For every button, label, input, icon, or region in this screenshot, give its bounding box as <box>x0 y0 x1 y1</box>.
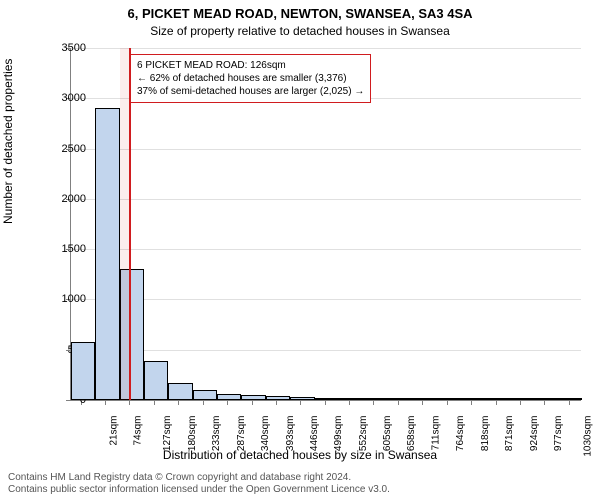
histogram-bar <box>461 398 485 400</box>
histogram-bar <box>388 398 412 400</box>
y-tick-label: 3000 <box>46 92 86 104</box>
histogram-bar <box>266 396 290 400</box>
x-tick-label: 658sqm <box>406 416 417 452</box>
histogram-bar <box>363 398 387 400</box>
histogram-bar <box>558 398 582 400</box>
x-tick-mark <box>300 400 301 405</box>
x-tick-mark <box>349 400 350 405</box>
x-tick-label: 552sqm <box>358 416 369 452</box>
histogram-bar <box>534 398 558 400</box>
x-tick-label: 711sqm <box>430 416 441 451</box>
x-tick-mark <box>203 400 204 405</box>
gridline <box>71 350 581 351</box>
gridline <box>71 249 581 250</box>
gridline <box>71 199 581 200</box>
attribution-text: Contains HM Land Registry data © Crown c… <box>8 472 390 496</box>
x-tick-label: 340sqm <box>260 416 271 452</box>
histogram-bar <box>144 361 168 400</box>
x-tick-label: 605sqm <box>382 416 393 452</box>
x-tick-label: 1030sqm <box>583 416 594 457</box>
y-tick-label: 1500 <box>46 243 86 255</box>
x-tick-mark <box>373 400 374 405</box>
histogram-bar <box>485 398 509 400</box>
x-tick-label: 287sqm <box>236 416 247 452</box>
histogram-bar <box>95 108 119 400</box>
histogram-bar <box>339 398 363 400</box>
x-tick-label: 818sqm <box>480 416 491 452</box>
x-tick-label: 74sqm <box>133 416 144 446</box>
annotation-line-1: 6 PICKET MEAD ROAD: 126sqm <box>137 59 364 72</box>
x-tick-label: 233sqm <box>211 416 222 452</box>
x-tick-mark <box>520 400 521 405</box>
x-tick-label: 393sqm <box>285 416 296 452</box>
histogram-bar <box>412 398 436 400</box>
x-tick-mark <box>447 400 448 405</box>
histogram-bar <box>193 390 217 400</box>
x-tick-mark <box>471 400 472 405</box>
x-tick-label: 446sqm <box>309 416 320 452</box>
x-tick-label: 764sqm <box>455 416 466 452</box>
histogram-bar <box>509 398 533 400</box>
x-tick-label: 127sqm <box>162 416 173 452</box>
x-tick-mark <box>422 400 423 405</box>
x-tick-label: 21sqm <box>108 416 119 446</box>
highlight-fill <box>120 48 129 400</box>
x-tick-mark <box>227 400 228 405</box>
chart-container: 6, PICKET MEAD ROAD, NEWTON, SWANSEA, SA… <box>0 0 600 500</box>
x-tick-mark <box>544 400 545 405</box>
attribution-line-2: Contains public sector information licen… <box>8 484 390 496</box>
x-tick-mark <box>154 400 155 405</box>
x-tick-label: 924sqm <box>529 416 540 452</box>
x-tick-mark <box>252 400 253 405</box>
x-tick-mark <box>496 400 497 405</box>
x-tick-label: 499sqm <box>333 416 344 452</box>
x-tick-mark <box>129 400 130 405</box>
y-tick-label: 2500 <box>46 143 86 155</box>
y-tick-label: 3500 <box>46 42 86 54</box>
x-tick-mark <box>325 400 326 405</box>
x-tick-label: 977sqm <box>553 416 564 452</box>
x-tick-mark <box>569 400 570 405</box>
histogram-bar <box>241 395 265 400</box>
x-tick-mark <box>178 400 179 405</box>
histogram-bar <box>217 394 241 400</box>
histogram-bar <box>168 383 192 400</box>
x-tick-label: 180sqm <box>187 416 198 452</box>
annotation-box: 6 PICKET MEAD ROAD: 126sqm ← 62% of deta… <box>130 54 371 103</box>
histogram-bar <box>290 397 314 400</box>
chart-title-sub: Size of property relative to detached ho… <box>0 24 600 38</box>
y-axis-label: Number of detached properties <box>1 59 15 224</box>
gridline <box>71 48 581 49</box>
gridline <box>71 299 581 300</box>
gridline <box>71 149 581 150</box>
y-tick-label: 1000 <box>46 293 86 305</box>
x-tick-mark <box>105 400 106 405</box>
x-tick-mark <box>398 400 399 405</box>
histogram-bar <box>315 398 339 400</box>
chart-title-main: 6, PICKET MEAD ROAD, NEWTON, SWANSEA, SA… <box>0 6 600 21</box>
histogram-bar <box>71 342 95 400</box>
annotation-line-2: ← 62% of detached houses are smaller (3,… <box>137 72 364 85</box>
y-tick-label: 2000 <box>46 193 86 205</box>
attribution-line-1: Contains HM Land Registry data © Crown c… <box>8 472 390 484</box>
x-tick-label: 871sqm <box>504 416 515 452</box>
x-tick-mark <box>276 400 277 405</box>
histogram-bar <box>436 398 460 400</box>
annotation-line-3: 37% of semi-detached houses are larger (… <box>137 85 364 98</box>
